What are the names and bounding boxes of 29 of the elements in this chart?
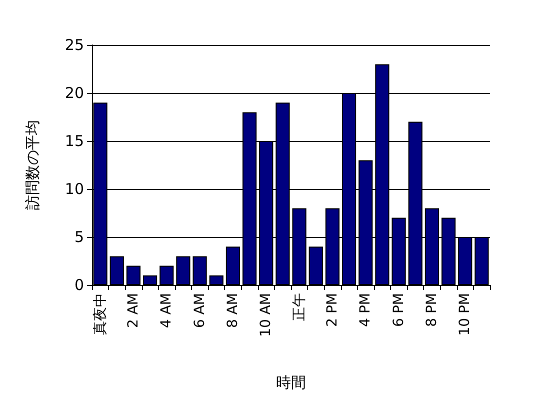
x-tick-label: 正午 — [291, 293, 308, 321]
x-tick-label: 6 AM — [192, 293, 208, 328]
bar — [160, 266, 174, 285]
y-tick-label: 20 — [64, 84, 84, 102]
x-tick-label: 8 AM — [224, 293, 241, 328]
y-tick-label: 25 — [64, 36, 84, 54]
x-tick-label: 10 PM — [457, 293, 474, 336]
x-tick-label: 真夜中 — [92, 293, 108, 335]
x-tick-label: 10 AM — [258, 293, 274, 337]
x-tick-label: 4 PM — [358, 293, 374, 327]
x-tick-label: 6 PM — [390, 293, 407, 327]
bar — [192, 256, 207, 285]
y-tick-label: 15 — [64, 132, 84, 150]
y-tick-label: 10 — [64, 180, 84, 198]
y-tick-label: 0 — [74, 276, 84, 294]
bar — [209, 275, 224, 285]
y-axis-title: 訪問数の平均 — [24, 120, 42, 210]
bar — [176, 256, 190, 285]
bar — [110, 256, 124, 285]
bar — [142, 275, 158, 285]
x-tick-label: 2 AM — [125, 293, 142, 328]
bar — [226, 246, 240, 285]
bar — [308, 246, 323, 285]
y-tick-label: 5 — [74, 228, 84, 246]
x-tick-label: 2 PM — [324, 293, 340, 327]
x-tick-label: 4 AM — [158, 293, 175, 328]
x-tick-label: 8 PM — [424, 293, 440, 327]
x-axis-title: 時間 — [276, 374, 306, 392]
bar — [126, 266, 141, 285]
